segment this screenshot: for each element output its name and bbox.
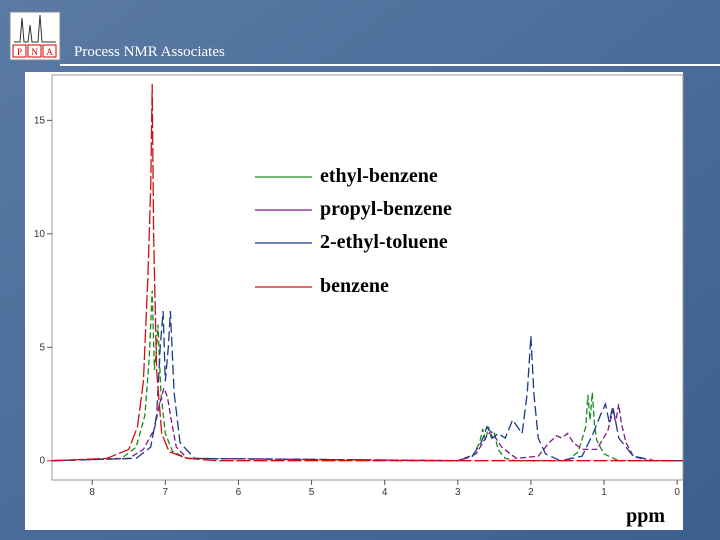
y-tick-label: 5 (39, 342, 45, 353)
plot-frame (51, 74, 684, 481)
x-tick-label: 2 (528, 487, 534, 498)
x-tick-label: 3 (455, 487, 461, 498)
x-tick-label: 1 (601, 487, 607, 498)
logo-letter: P (17, 47, 22, 57)
chart-panel (25, 72, 683, 530)
logo-letter: N (31, 47, 38, 57)
spectrum-line (51, 84, 683, 462)
x-tick-label: 6 (236, 487, 242, 498)
y-tick-label: 0 (39, 456, 45, 467)
spectrum-line (51, 310, 683, 462)
logo-box (27, 44, 42, 58)
y-tick-label: 10 (34, 229, 46, 240)
legend-label: 2-ethyl-toluene (320, 231, 448, 253)
logo-box (12, 44, 27, 58)
x-tick-label: 0 (674, 487, 680, 498)
spectrum-line (51, 290, 683, 462)
logo-letter: A (46, 47, 53, 57)
slide-title: Process NMR Associates (74, 44, 225, 60)
legend-label: benzene (320, 275, 389, 297)
logo-box (42, 44, 57, 58)
x-tick-label: 8 (89, 487, 95, 498)
legend-label: propyl-benzene (320, 198, 452, 220)
x-axis-label: ppm (626, 505, 665, 527)
x-tick-label: 7 (163, 487, 169, 498)
logo-peaks (14, 14, 56, 43)
x-tick-label: 5 (309, 487, 315, 498)
legend-label: ethyl-benzene (320, 165, 438, 187)
y-tick-label: 15 (34, 115, 46, 126)
x-tick-label: 4 (382, 487, 388, 498)
spectrum-line (51, 386, 683, 462)
